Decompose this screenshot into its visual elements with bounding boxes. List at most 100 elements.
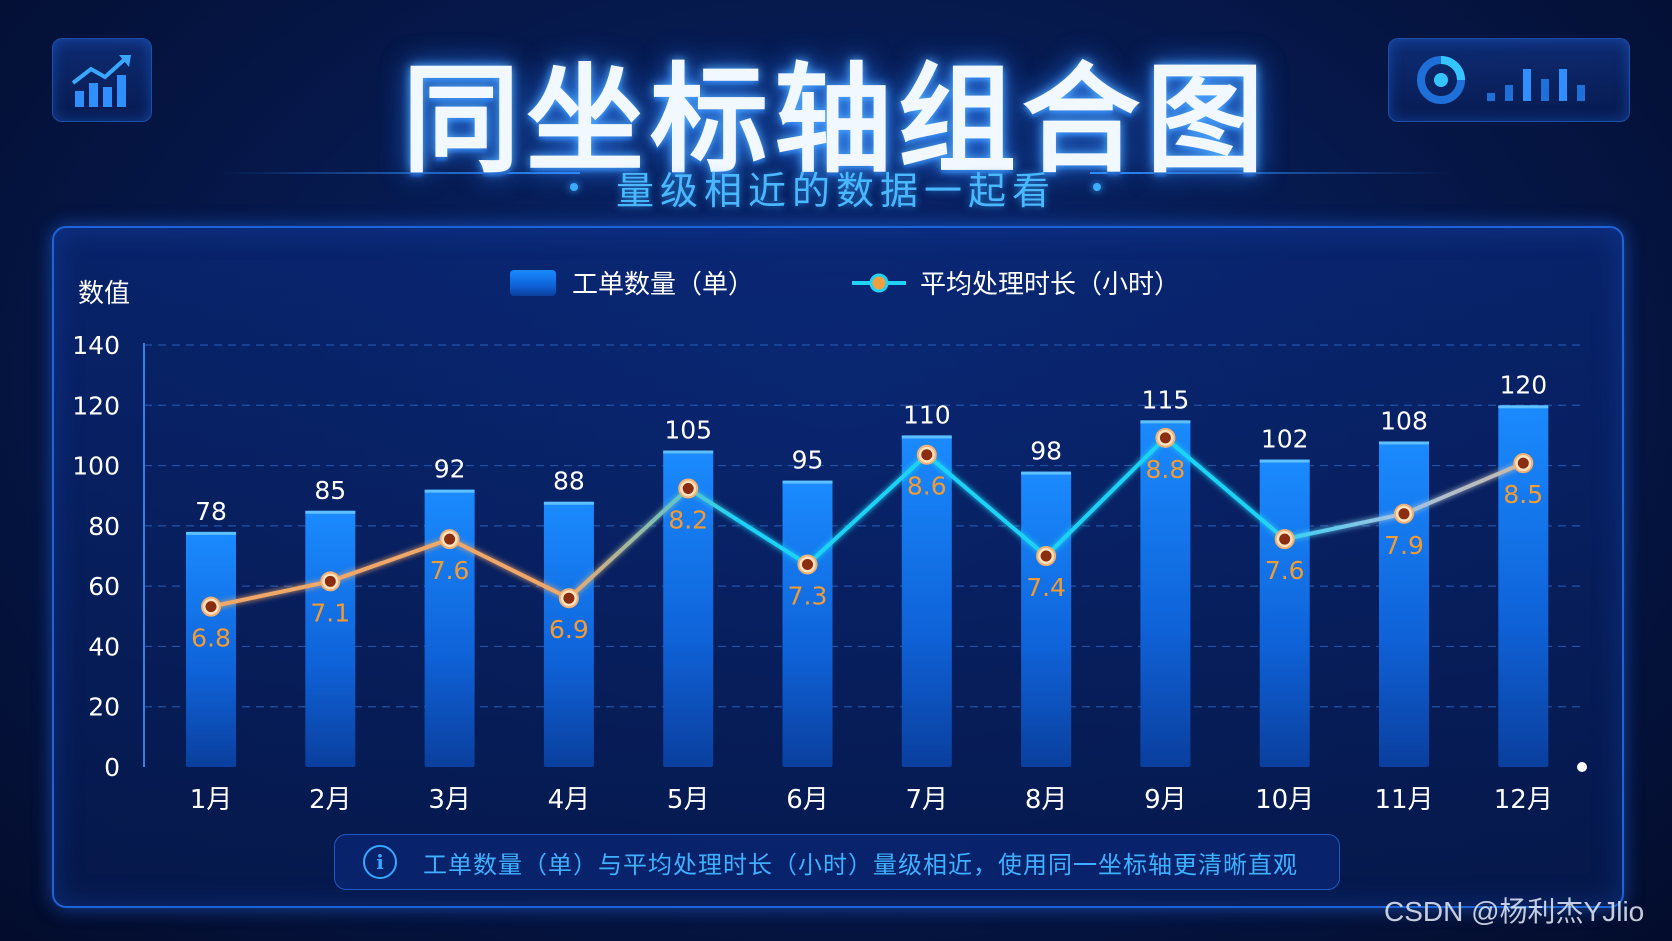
bar-value-label: 105	[664, 416, 712, 445]
x-tick-label: 4月	[548, 785, 591, 815]
line-point-core	[1517, 457, 1529, 469]
line-series: 6.8 7.1 7.6 6.9 8.2 7.3 8.6 7.4 8.8 7.6 7.9 8.5	[191, 427, 1543, 653]
bar-value-label: 78	[195, 497, 227, 526]
bar-top-highlight	[543, 501, 594, 505]
title-deco-line-right	[1090, 172, 1450, 174]
bar-value-label: 95	[792, 446, 824, 475]
line-value-label: 8.6	[907, 472, 947, 501]
bar	[1021, 471, 1072, 767]
line-point-core	[1279, 533, 1291, 545]
line-value-label: 7.1	[310, 598, 350, 627]
x-tick-label: 3月	[428, 785, 471, 815]
line-value-label: 7.4	[1026, 573, 1066, 602]
line-point-core	[1040, 550, 1052, 562]
bar	[305, 510, 356, 767]
x-axis: 1月 2月 3月 4月 5月 6月 7月 8月 9月 10月 11月 12月	[144, 762, 1587, 815]
line-point-core	[921, 449, 933, 461]
line-value-label: 7.6	[430, 556, 470, 585]
bar-value-label: 92	[434, 455, 466, 484]
grid-lines	[144, 344, 1582, 708]
legend-line-marker	[869, 273, 889, 293]
line-point-core	[1159, 432, 1171, 444]
bar-value-label: 120	[1499, 370, 1547, 399]
info-note-text: 工单数量（单）与平均处理时长（小时）量级相近，使用同一坐标轴更清晰直观	[423, 850, 1298, 879]
info-note-bar: i 工单数量（单）与平均处理时长（小时）量级相近，使用同一坐标轴更清晰直观	[334, 834, 1340, 890]
bar-top-highlight	[1379, 441, 1429, 445]
line-value-label: 8.8	[1146, 455, 1186, 484]
y-axis-label: 数值	[78, 279, 130, 309]
page-title: 同坐标轴组合图	[401, 51, 1270, 189]
bar-top-highlight	[1259, 459, 1310, 463]
header-right-badge	[1388, 38, 1630, 122]
title-deco-line-left	[220, 172, 580, 174]
legend-bar-label: 工单数量（单）	[572, 270, 754, 300]
legend-line-label: 平均处理时长（小时）	[920, 270, 1180, 300]
bar-top-highlight	[782, 480, 833, 484]
bar-value-label: 110	[903, 400, 951, 429]
line-value-label: 8.5	[1503, 480, 1543, 509]
bar-top-highlight	[663, 450, 714, 454]
line-point-core	[205, 601, 217, 613]
bar-top-highlight	[1140, 420, 1191, 424]
header-left-badge	[52, 38, 152, 122]
x-tick-label: 7月	[906, 785, 949, 815]
y-tick-label: 80	[88, 512, 120, 541]
line-point-core	[802, 558, 813, 570]
page-subtitle: 量级相近的数据一起看	[615, 169, 1056, 213]
bar-series: 78 85 92 88 105 95 110 98 115 102 108 120	[186, 370, 1549, 767]
y-tick-label: 140	[72, 331, 120, 360]
bar-value-label: 98	[1030, 437, 1062, 466]
line-point-core	[324, 575, 336, 587]
bar	[901, 435, 952, 767]
bar-value-label: 88	[553, 467, 585, 496]
x-tick-label: 9月	[1144, 785, 1187, 815]
bar	[1140, 420, 1191, 767]
x-tick-label: 2月	[309, 785, 352, 815]
bar-value-label: 115	[1142, 385, 1190, 414]
y-tick-label: 20	[88, 693, 120, 722]
line-point-core	[1398, 508, 1410, 520]
x-tick-label: 6月	[786, 785, 829, 815]
x-axis-end-dot	[1577, 762, 1587, 772]
bar	[543, 501, 594, 767]
bar	[424, 489, 475, 767]
bar-chart-growth-icon	[71, 55, 131, 107]
line-value-label: 7.6	[1265, 556, 1305, 585]
title-deco-dot-left	[570, 183, 578, 191]
bar-top-highlight	[901, 435, 952, 439]
y-tick-label: 100	[72, 452, 120, 481]
bar	[1379, 441, 1429, 767]
y-tick-label: 120	[72, 391, 120, 420]
line-point-core	[563, 592, 575, 604]
y-tick-label: 0	[104, 753, 120, 782]
bar	[782, 480, 833, 767]
line-path	[210, 435, 1525, 609]
line-value-label: 8.2	[668, 505, 708, 534]
info-icon: i	[363, 845, 397, 879]
bar-top-highlight	[305, 510, 356, 514]
line-point-core	[682, 482, 694, 494]
y-tick-label: 60	[88, 572, 120, 601]
x-tick-label: 1月	[190, 785, 233, 815]
bar-top-highlight	[1498, 405, 1549, 409]
line-value-label: 7.3	[788, 581, 828, 610]
bar	[186, 531, 236, 767]
bar-top-highlight	[1021, 471, 1072, 475]
legend: 工单数量（单） 平均处理时长（小时）	[510, 270, 1180, 300]
y-axis: 0 20 40 60 80 100 120 140 数值	[72, 279, 145, 782]
bar-top-highlight	[186, 531, 236, 535]
y-tick-label: 40	[88, 632, 120, 661]
legend-bar-swatch	[510, 270, 556, 296]
line-point-core	[444, 533, 456, 545]
x-tick-label: 5月	[667, 785, 710, 815]
watermark: CSDN @杨利杰YJlio	[1384, 896, 1645, 927]
bar-value-label: 102	[1261, 425, 1309, 454]
bar	[1498, 405, 1549, 767]
x-tick-label: 12月	[1494, 785, 1553, 815]
title-deco-dot-right	[1093, 183, 1101, 191]
x-tick-label: 8月	[1025, 785, 1068, 815]
bar	[663, 450, 714, 767]
line-value-label: 6.8	[191, 624, 231, 653]
bar-value-label: 108	[1380, 406, 1428, 435]
bar-top-highlight	[424, 489, 475, 493]
